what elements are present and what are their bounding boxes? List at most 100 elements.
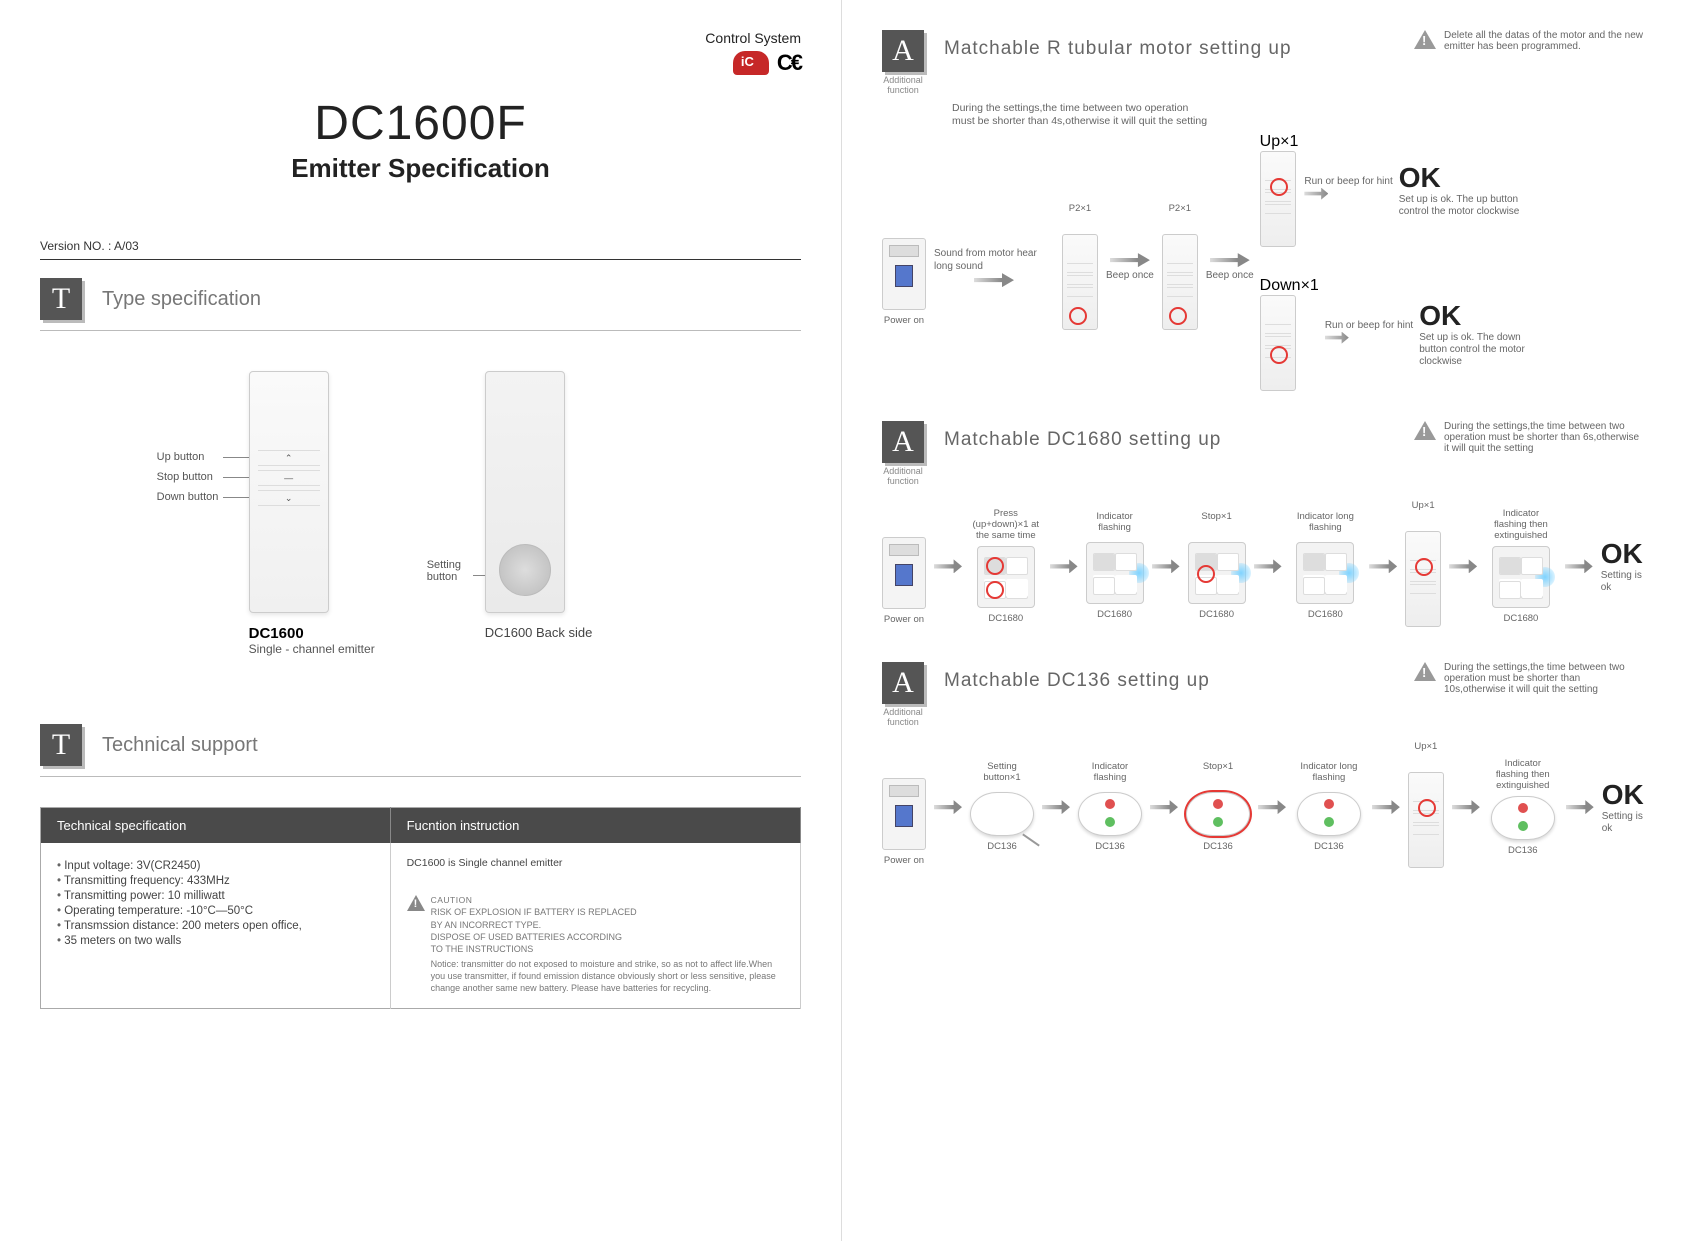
callout-setting: Setting button [427,559,461,583]
node-label: Beep once [1106,270,1154,281]
section-heading: Matchable DC136 setting up [944,670,1394,692]
head-note: During the settings,the time between two… [1414,662,1644,695]
ic-logo-icon [733,51,769,75]
spec-list: Input voltage: 3V(CR2450) Transmitting f… [57,860,374,947]
node-label: Stop×1 [1203,762,1233,788]
flow-node: Indicator flashing DC136 [1078,762,1142,852]
ok-sub: Set up is ok. The down button control th… [1419,332,1549,368]
highlight-circle-icon [1069,307,1087,325]
power-box-icon [882,238,926,310]
caution-line: DISPOSE OF USED BATTERIES ACCORDING [431,931,784,943]
battery-cover-icon [499,544,551,596]
inline-note: During the settings,the time between two… [952,102,1212,129]
dc136-icon [1186,792,1250,836]
ok-label: OK [1399,162,1529,194]
brand-line: Control System [40,30,801,46]
node-label: P2×1 [1069,204,1091,230]
dc1680-icon [977,546,1035,608]
flow-node-power: Power on [882,748,926,866]
flow-row: Power on Press (up+down)×1 at the same t… [882,501,1644,632]
flow-row: Power on Sound from motor hear long soun… [882,204,1254,330]
arrow-icon [1304,188,1328,200]
ok-label: OK [1602,779,1644,811]
note-text: Delete all the datas of the motor and th… [1444,30,1644,52]
section-cap-icon: T [40,724,82,766]
remote-back-diagram [485,371,565,613]
table-header: Technical specification [41,808,391,844]
node-label: DC1680 [1503,613,1538,624]
flow-node: Stop×1 DC1680 [1188,512,1246,620]
section-cap-icon: A [882,662,924,704]
highlight-circle-icon [986,581,1004,599]
flow-node: Indicator long flashing DC1680 [1290,512,1362,620]
arrow-icon [1372,800,1400,814]
dc136-icon [1491,796,1555,840]
tech-table: Technical specification Fucntion instruc… [40,807,801,1009]
flow-node: Indicator flashing then extinguished DC1… [1488,759,1558,856]
arrow-icon [1254,559,1282,573]
node-label: Sound from motor hear long sound [934,247,1054,273]
node-label: Up×1 [1260,133,1299,151]
led-red-icon [1213,799,1223,809]
highlight-circle-icon [1270,178,1288,196]
page-subtitle: Emitter Specification [40,153,801,184]
node-label: DC1680 [988,613,1023,624]
arrow-icon [1042,800,1070,814]
up-button-icon: ⌃ [258,450,320,466]
flow-node-power: Power on [882,208,926,326]
divider [40,259,801,260]
flow-node: Press (up+down)×1 at the same time DC168… [970,509,1042,624]
highlight-circle-icon [1415,558,1433,576]
additional-label: Additional function [882,76,924,96]
table-header: Fucntion instruction [390,808,800,844]
section-heading: Matchable DC1680 setting up [944,429,1394,451]
remote-icon [1260,151,1296,247]
flow-node: Indicator flashing then extinguished DC1… [1485,509,1557,624]
product-front: Up button Stop button Down button ⌃ — ⌄ … [249,371,375,656]
section-heading: Matchable R tubular motor setting up [944,38,1394,60]
section-heading: Technical support [102,734,258,757]
down-button-icon: ⌄ [258,490,320,506]
page-title: DC1600F [40,96,801,151]
spec-item: Transmitting frequency: 433MHz [57,875,374,887]
node-label: Indicator flashing [1086,512,1144,538]
flow-node: Up×1 [1405,501,1441,632]
dc1680-icon [1492,546,1550,608]
node-label: DC136 [1203,841,1233,852]
led-green-icon [1213,817,1223,827]
arrow-icon [1565,559,1593,573]
node-label: Power on [884,315,924,326]
arrow-icon [1325,332,1349,344]
callout-down: Down button [157,491,219,503]
arrow-icon [1110,253,1150,267]
ok-sub: Set up is ok. The up button control the … [1399,194,1529,218]
node-label: Power on [884,614,924,625]
node-label: Up×1 [1412,501,1435,527]
divider [40,776,801,777]
indicator-glow-icon [1339,563,1359,583]
caution-block: CAUTION RISK OF EXPLOSION IF BATTERY IS … [407,895,784,994]
highlight-circle-icon [1270,346,1288,364]
notice-text: Notice: transmitter do not exposed to mo… [431,958,784,994]
node-label: DC136 [1095,841,1125,852]
node-label: Indicator flashing [1078,762,1142,788]
node-label: DC136 [987,841,1017,852]
arrow-icon [1258,800,1286,814]
flow-node: Stop×1 DC136 [1186,762,1250,852]
dc136-icon [970,792,1034,836]
caution-line: RISK OF EXPLOSION IF BATTERY IS REPLACED [431,906,784,918]
dc1680-icon [1188,542,1246,604]
node-label: Down×1 [1260,277,1319,295]
highlight-circle-icon [1197,565,1215,583]
flow-row: Power on Setting button×1 DC136 Indicato… [882,742,1644,873]
caution-line: TO THE INSTRUCTIONS [431,943,784,955]
warning-icon [1414,30,1436,49]
led-red-icon [1324,799,1334,809]
product-back-label: DC1600 Back side [485,625,593,640]
note-text: During the settings,the time between two… [1444,662,1644,695]
led-red-icon [1105,799,1115,809]
remote-front-diagram: ⌃ — ⌄ [249,371,329,613]
arrow-icon [934,559,962,573]
spec-item: Transmssion distance: 200 meters open of… [57,920,374,932]
remote-icon [1408,772,1444,868]
